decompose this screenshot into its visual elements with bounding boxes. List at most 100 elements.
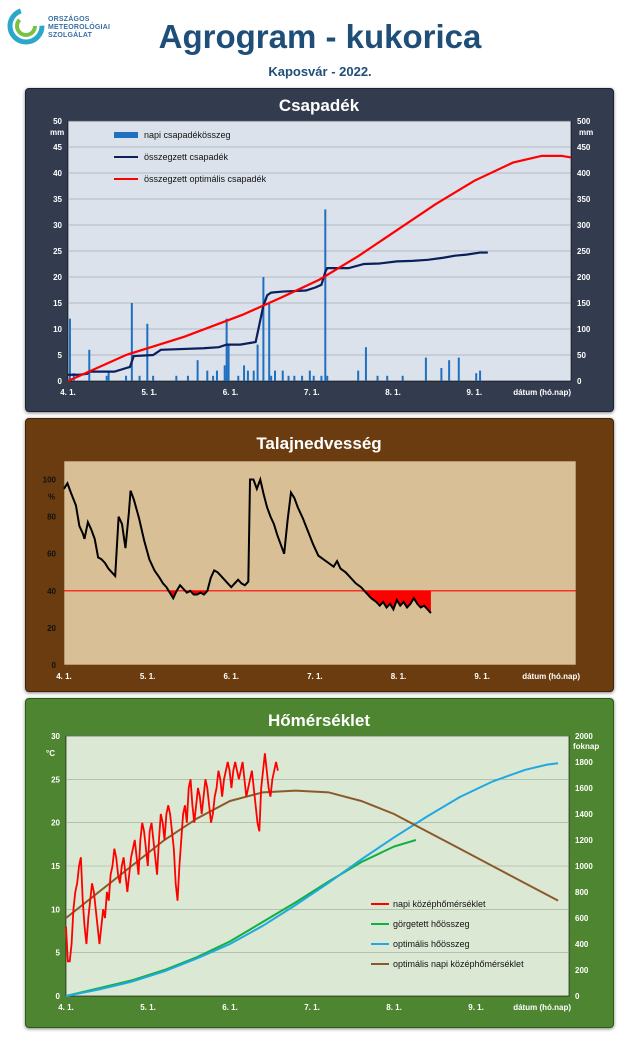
precip-bar (215, 370, 218, 381)
y-left-tick-label: 20 (51, 819, 60, 828)
y-left-unit: °C (46, 749, 55, 758)
y-right-tick-label: 200 (575, 966, 589, 975)
precip-bar (227, 344, 230, 381)
x-tick-label: 7. 1. (307, 672, 323, 681)
precip-bar (88, 349, 91, 381)
y-unit: % (48, 493, 55, 502)
precip-bar (125, 375, 128, 381)
y-tick-label: 60 (47, 550, 56, 559)
precip-bar (72, 373, 75, 381)
precip-bar (130, 303, 133, 381)
y-right-tick-label: 150 (577, 299, 591, 308)
y-left-tick-label: 25 (53, 247, 62, 256)
x-tick-label: 6. 1. (223, 672, 239, 681)
legend-label: napi középhőmérséklet (393, 899, 486, 909)
y-right-tick-label: 0 (575, 992, 580, 1001)
y-tick-label: 100 (43, 476, 57, 485)
precip-bar (270, 375, 273, 381)
y-left-tick-label: 15 (53, 299, 62, 308)
temperature-panel: Hőmérséklet 0 5 10 15 20 25 30 0 200 400 600 800 1000… (25, 698, 614, 1028)
precip-bar (274, 370, 277, 381)
cumulative-precip-line (68, 251, 488, 376)
x-tick-label: 4. 1. (56, 672, 72, 681)
plot-area (63, 460, 577, 666)
y-left-tick-label: 45 (53, 143, 62, 152)
precip-bar (386, 375, 389, 381)
precip-bar (206, 370, 209, 381)
x-tick-label: 9. 1. (474, 672, 490, 681)
precip-bar (326, 375, 329, 381)
precip-bar (268, 303, 271, 381)
y-right-tick-label: 250 (577, 247, 591, 256)
precip-bar (68, 318, 71, 381)
logo-text: ORSZÁGOS METEOROLÓGIAI SZOLGÁLAT (48, 16, 110, 40)
legend-label: optimális napi középhőmérséklet (393, 959, 524, 969)
x-tick-label: 5. 1. (140, 1003, 156, 1012)
y-right-tick-label: 0 (577, 377, 582, 386)
chart-title: Csapadék (279, 96, 360, 115)
y-left-tick-label: 40 (53, 169, 62, 178)
y-tick-label: 0 (52, 661, 57, 670)
soil-moisture-line (63, 476, 432, 614)
x-tick-label: 8. 1. (385, 388, 401, 397)
x-tick-label: 6. 1. (222, 1003, 238, 1012)
y-right-tick-label: 500 (577, 117, 591, 126)
legend-label: összegzett csapadék (144, 152, 229, 162)
x-tick-label: 5. 1. (141, 388, 157, 397)
legend-label: optimális hőösszeg (393, 939, 470, 949)
precip-bar (175, 375, 178, 381)
y-right-tick-label: 50 (577, 351, 586, 360)
soil-moisture-panel: Talajnedvesség 0 20 40 60 80 100% 4. 1. 5. 1. 6. … (25, 418, 614, 692)
precip-bar (186, 375, 189, 381)
precip-bar (107, 370, 110, 381)
logo-line: ORSZÁGOS (48, 16, 90, 23)
logo-icon (7, 7, 45, 45)
x-tick-label: 4. 1. (58, 1003, 74, 1012)
y-right-tick-label: 800 (575, 888, 589, 897)
precip-bar (146, 323, 149, 381)
y-right-tick-label: 1000 (575, 862, 593, 871)
y-right-tick-label: 1600 (575, 784, 593, 793)
precipitation-chart: Csapadék05101520253035404550050100150200… (50, 96, 593, 397)
precip-bar (252, 370, 255, 381)
precip-bar (364, 347, 367, 381)
precip-bar (223, 365, 226, 381)
x-tick-label: 9. 1. (466, 388, 482, 397)
precip-bar (479, 370, 482, 381)
x-tick-label: 5. 1. (140, 672, 156, 681)
precip-bar (281, 370, 284, 381)
precip-bar (138, 375, 141, 381)
precip-bar (301, 375, 304, 381)
y-right-unit: foknap (573, 742, 599, 751)
y-left-tick-label: 5 (56, 949, 61, 958)
precip-bar (401, 375, 404, 381)
y-left-tick-label: 15 (51, 862, 60, 871)
omsz-logo: ORSZÁGOS METEOROLÓGIAI SZOLGÁLAT (6, 6, 126, 46)
y-left-tick-label: 0 (58, 377, 63, 386)
y-right-tick-label: 450 (577, 143, 591, 152)
x-axis-label: dátum (hó.nap) (513, 388, 571, 397)
precip-bar (475, 373, 478, 381)
y-left-unit: mm (50, 128, 64, 137)
y-right-tick-label: 300 (577, 221, 591, 230)
y-right-tick-label: 200 (577, 273, 591, 282)
y-tick-label: 20 (47, 624, 56, 633)
x-tick-label: 9. 1. (468, 1003, 484, 1012)
precip-bar (225, 318, 228, 381)
precip-bar (196, 360, 199, 381)
y-right-tick-label: 400 (575, 940, 589, 949)
y-left-tick-label: 30 (53, 221, 62, 230)
y-right-unit: mm (579, 128, 593, 137)
precip-bar (105, 375, 108, 381)
page-title: Agrogram - kukorica (158, 18, 482, 55)
legend-label: összegzett optimális csapadék (144, 174, 267, 184)
precip-bar (320, 375, 323, 381)
y-right-tick-label: 350 (577, 195, 591, 204)
y-left-tick-label: 50 (53, 117, 62, 126)
precip-bar (256, 344, 259, 381)
y-left-tick-label: 10 (53, 325, 62, 334)
precip-bar (376, 375, 379, 381)
precip-bar (357, 370, 360, 381)
legend-label: görgetett hőösszeg (393, 919, 470, 929)
y-left-tick-label: 10 (51, 905, 60, 914)
